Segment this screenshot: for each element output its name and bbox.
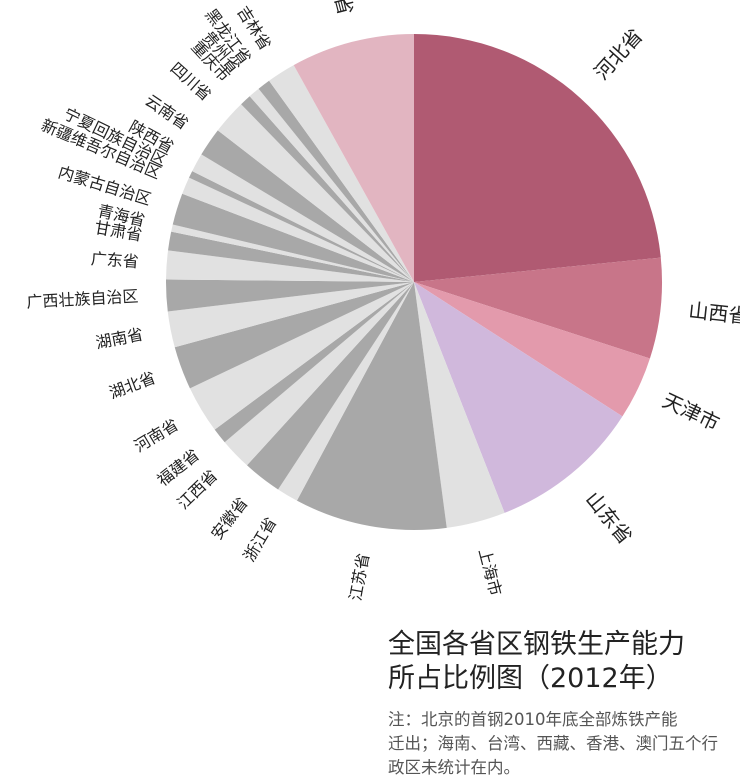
pie-slice-11 <box>174 282 414 389</box>
pie-slice-22 <box>217 104 414 282</box>
pie-slice-20 <box>192 154 414 282</box>
pie-slice-1 <box>414 257 662 359</box>
pie-slice-18 <box>182 177 414 282</box>
pie-label-11: 湖北省 <box>107 368 159 402</box>
pie-slice-23 <box>241 96 414 282</box>
chart-note-line-2: 迁出；海南、台湾、西藏、香港、澳门五个行 <box>388 734 718 753</box>
pie-slice-10 <box>189 282 414 430</box>
pie-slice-25 <box>258 80 414 282</box>
pie-label-10: 河南省 <box>131 415 182 456</box>
pie-label-12: 湖南省 <box>94 325 145 353</box>
pie-label-2: 天津市 <box>659 388 723 435</box>
pie-slice-21 <box>201 130 414 282</box>
pie-slice-12 <box>167 282 414 348</box>
chart-note: 注：北京的首钢2010年底全部炼铁产能 迁出；海南、台湾、西藏、香港、澳门五个行… <box>388 708 723 780</box>
pie-label-27: 辽宁省 <box>320 0 358 17</box>
pie-slice-26 <box>269 65 414 282</box>
chart-note-line-1: 注：北京的首钢2010年底全部炼铁产能 <box>388 710 678 729</box>
pie-label-6: 浙江省 <box>240 514 281 565</box>
pie-label-13: 广西壮族自治区 <box>26 287 139 312</box>
pie-slice-2 <box>414 282 650 417</box>
pie-label-14: 广东省 <box>90 249 139 271</box>
pie-slice-19 <box>189 171 414 282</box>
pie-label-3: 山东省 <box>581 487 638 549</box>
chart-title-line-1: 全国各省区钢铁生产能力 <box>388 629 685 660</box>
pie-slice-6 <box>278 282 414 501</box>
pie-slice-14 <box>166 250 414 282</box>
pie-label-4: 上海市 <box>475 547 505 598</box>
pie-slice-9 <box>214 282 414 443</box>
pie-slice-15 <box>168 231 414 282</box>
pie-slice-8 <box>224 282 414 466</box>
pie-slice-7 <box>246 282 414 490</box>
pie-slice-0 <box>414 34 661 282</box>
pie-slice-16 <box>171 224 414 282</box>
chart-note-line-3: 政区未统计在内。 <box>388 758 520 777</box>
pie-slice-5 <box>296 282 447 531</box>
pie-slice-4 <box>414 282 505 528</box>
pie-label-0: 河北省 <box>589 24 647 85</box>
pie-label-7: 安徽省 <box>207 494 251 544</box>
pie-slice-17 <box>172 193 414 282</box>
chart-title-line-2: 所占比例图（2012年） <box>388 663 673 694</box>
pie-slice-3 <box>414 282 623 513</box>
pie-slice-13 <box>165 279 414 312</box>
pie-label-1: 山西省 <box>687 298 740 328</box>
pie-slice-27 <box>293 34 414 282</box>
pie-slice-24 <box>249 88 414 282</box>
pie-label-5: 江苏省 <box>346 552 373 603</box>
